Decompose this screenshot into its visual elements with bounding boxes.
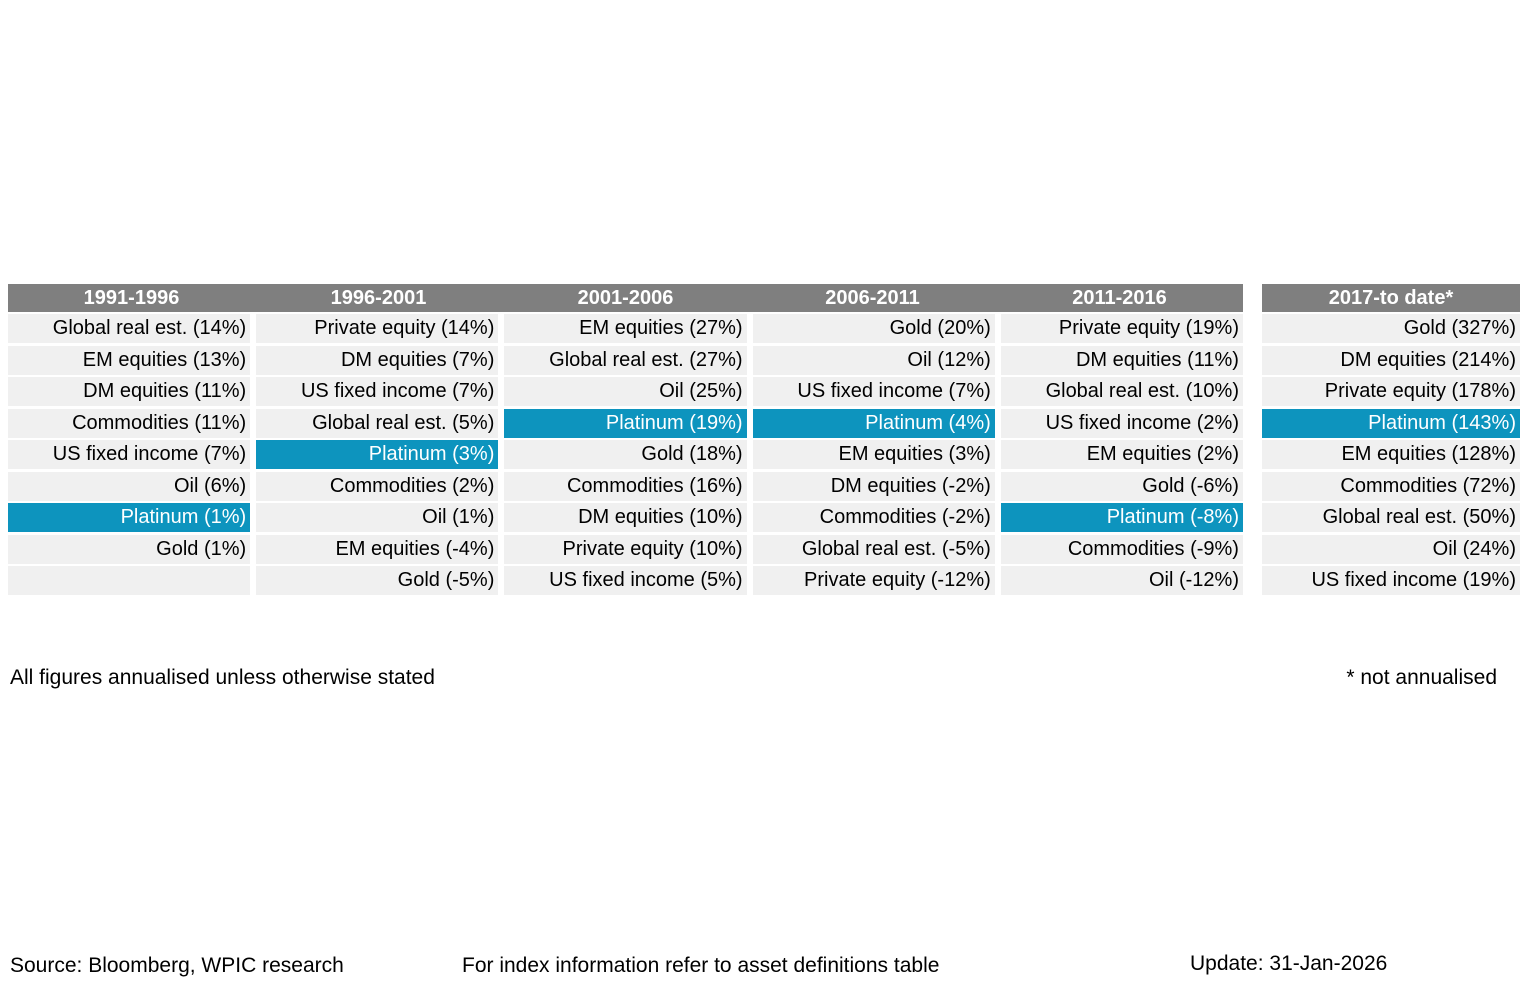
period-header: 1996-2001: [330, 287, 427, 309]
asset-cell: EM equities (2%): [1000, 440, 1243, 469]
asset-cell: Oil (6%): [8, 471, 251, 501]
asset-cell: Gold (20%): [752, 314, 995, 343]
empty-cell: [8, 566, 251, 595]
asset-cell: Oil (12%): [752, 345, 995, 375]
asset-cell: Oil (1%): [256, 503, 499, 532]
asset-cell: Global real est. (-5%): [752, 534, 995, 564]
asset-cell: Private equity (-12%): [752, 566, 995, 595]
asset-cell: Global real est. (5%): [256, 408, 499, 438]
asset-cell: Commodities (11%): [8, 408, 251, 438]
asset-cell: EM equities (13%): [8, 345, 251, 375]
asset-cell: Commodities (72%): [1262, 471, 1520, 501]
asset-cell: Oil (25%): [504, 377, 747, 406]
asset-cell: DM equities (7%): [256, 345, 499, 375]
update-date-text: Update: 31-Jan-2026: [1190, 952, 1388, 975]
asset-cell: Gold (327%): [1262, 314, 1520, 343]
asset-cell: Oil (24%): [1262, 534, 1520, 564]
asset-cell: Global real est. (27%): [504, 345, 747, 375]
asset-cell: Commodities (16%): [504, 471, 747, 501]
table-header-main: 1991-1996 1996-2001 2001-2006 2006-2011 2011…: [8, 284, 1243, 312]
asset-cell: US fixed income (2%): [1000, 408, 1243, 438]
asset-cell: US fixed income (5%): [504, 566, 747, 595]
asset-cell: EM equities (27%): [504, 314, 747, 343]
asset-cell: Private equity (178%): [1262, 377, 1520, 406]
asset-cell: Commodities (-2%): [752, 503, 995, 532]
asset-cell: EM equities (128%): [1262, 440, 1520, 469]
asset-cell: US fixed income (7%): [256, 377, 499, 406]
asset-cell: Oil (-12%): [1000, 566, 1243, 595]
platinum-cell: Platinum (143%): [1262, 408, 1520, 438]
period-header: 2011-2016: [1072, 287, 1167, 309]
asset-cell: US fixed income (19%): [1262, 566, 1520, 595]
asset-cell: Private equity (14%): [256, 314, 499, 343]
asset-cell: EM equities (3%): [752, 440, 995, 469]
period-header: 2006-2011: [825, 287, 920, 309]
annualised-note: All figures annualised unless otherwise …: [10, 666, 435, 689]
period-header: 2001-2006: [577, 287, 674, 309]
asset-cell: Global real est. (10%): [1000, 377, 1243, 406]
asset-cell: Global real est. (14%): [8, 314, 251, 343]
asset-cell: Private equity (19%): [1000, 314, 1243, 343]
asset-cell: Gold (1%): [8, 534, 251, 564]
platinum-cell: Platinum (4%): [752, 408, 995, 438]
period-column: EM equities (27%) Global real est. (27%) O…: [504, 314, 747, 598]
period-column: Gold (327%) DM equities (214%) Private equ…: [1262, 314, 1520, 598]
table-header-last: 2017-to date*: [1262, 284, 1520, 312]
asset-cell: Commodities (2%): [256, 471, 499, 501]
asset-cell: Commodities (-9%): [1000, 534, 1243, 564]
asset-cell: US fixed income (7%): [752, 377, 995, 406]
asset-cell: Gold (18%): [504, 440, 747, 469]
asset-cell: Global real est. (50%): [1262, 503, 1520, 532]
asset-cell: DM equities (-2%): [752, 471, 995, 501]
platinum-cell: Platinum (3%): [256, 440, 499, 469]
asset-cell: EM equities (-4%): [256, 534, 499, 564]
asset-cell: Gold (-5%): [256, 566, 499, 595]
platinum-cell: Platinum (1%): [8, 503, 251, 532]
asset-cell: DM equities (214%): [1262, 345, 1520, 375]
returns-table: 1991-1996 1996-2001 2001-2006 2006-2011 2011…: [8, 284, 1520, 600]
period-column: Global real est. (14%) EM equities (13%) D…: [8, 314, 251, 598]
asset-cell: DM equities (11%): [1000, 345, 1243, 375]
platinum-cell: Platinum (19%): [504, 408, 747, 438]
asset-cell: Gold (-6%): [1000, 471, 1243, 501]
period-header: 1991-1996: [83, 287, 180, 309]
asset-cell: DM equities (11%): [8, 377, 251, 406]
period-header: 2017-to date*: [1328, 287, 1454, 309]
asset-cell: Private equity (10%): [504, 534, 747, 564]
asset-cell: US fixed income (7%): [8, 440, 251, 469]
period-column: Private equity (19%) DM equities (11%) Glo…: [1000, 314, 1243, 598]
index-info-text: For index information refer to asset def…: [462, 954, 940, 977]
platinum-cell: Platinum (-8%): [1000, 503, 1243, 532]
source-text: Source: Bloomberg, WPIC research: [10, 954, 344, 977]
period-column: Gold (20%) Oil (12%) US fixed income (7%) P…: [752, 314, 995, 598]
asset-cell: DM equities (10%): [504, 503, 747, 532]
period-column: Private equity (14%) DM equities (7%) US f…: [256, 314, 499, 598]
not-annualised-footnote: * not annualised: [1346, 666, 1497, 689]
